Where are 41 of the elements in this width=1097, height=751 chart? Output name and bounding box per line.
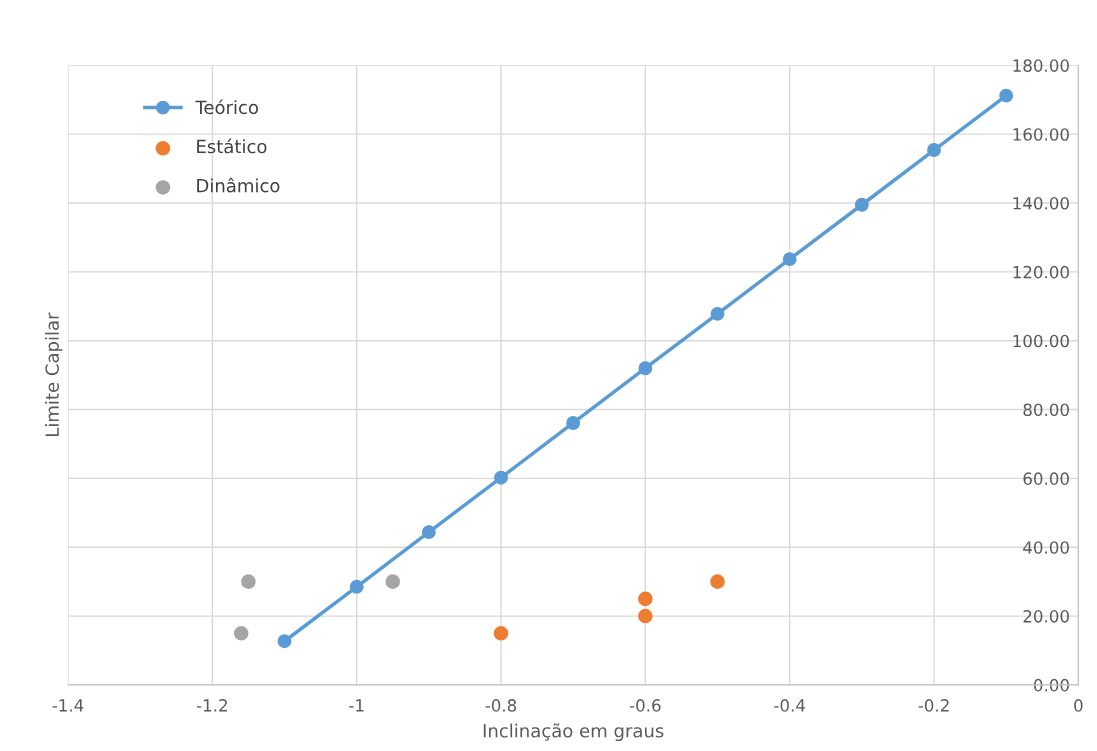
point: [493, 625, 509, 641]
x-tick-label: -1.2: [196, 699, 227, 712]
point: [277, 634, 292, 649]
point: [999, 88, 1014, 103]
y-tick-label: 160.00: [1013, 128, 1069, 141]
point: [854, 197, 869, 212]
x-tick-label: -1.4: [52, 699, 84, 712]
point: [638, 608, 653, 624]
point: [782, 252, 797, 267]
legend-label: Dinâmico: [197, 177, 280, 193]
x-tick-label: -0.4: [774, 699, 806, 712]
point: [241, 574, 256, 589]
x-axis-title: Inclinação em graus: [483, 723, 664, 742]
legend-label: Estático: [197, 138, 267, 154]
x-tick-label: -0.6: [629, 699, 661, 712]
y-tick-label: 80.00: [1023, 403, 1069, 417]
y-tick-label: 140.00: [1013, 196, 1069, 210]
x-tick-label: -0.8: [485, 699, 517, 712]
point: [710, 574, 725, 589]
legend-label: Teórico: [195, 99, 258, 115]
point: [710, 306, 725, 321]
y-axis-title: Limite Capilar: [44, 312, 63, 436]
y-tick-label: 0.00: [1034, 678, 1069, 692]
y-tick-label: 40.00: [1023, 541, 1069, 554]
point: [494, 470, 508, 485]
y-tick-label: 60.00: [1023, 472, 1069, 485]
y-tick-label: 120.00: [1013, 265, 1069, 279]
y-tick-label: 20.00: [1023, 610, 1069, 623]
point: [638, 591, 653, 607]
point: [927, 143, 941, 157]
x-tick-label: 0: [1074, 699, 1083, 712]
point: [233, 625, 249, 641]
y-tick-label: 180.00: [1013, 59, 1069, 72]
point: [566, 416, 581, 430]
y-tick-label: 100.00: [1013, 334, 1069, 348]
point: [421, 525, 436, 540]
x-tick-label: -1: [349, 699, 364, 712]
point: [638, 361, 653, 376]
point: [385, 574, 401, 589]
x-tick-label: -0.2: [918, 699, 949, 712]
point: [349, 579, 364, 594]
